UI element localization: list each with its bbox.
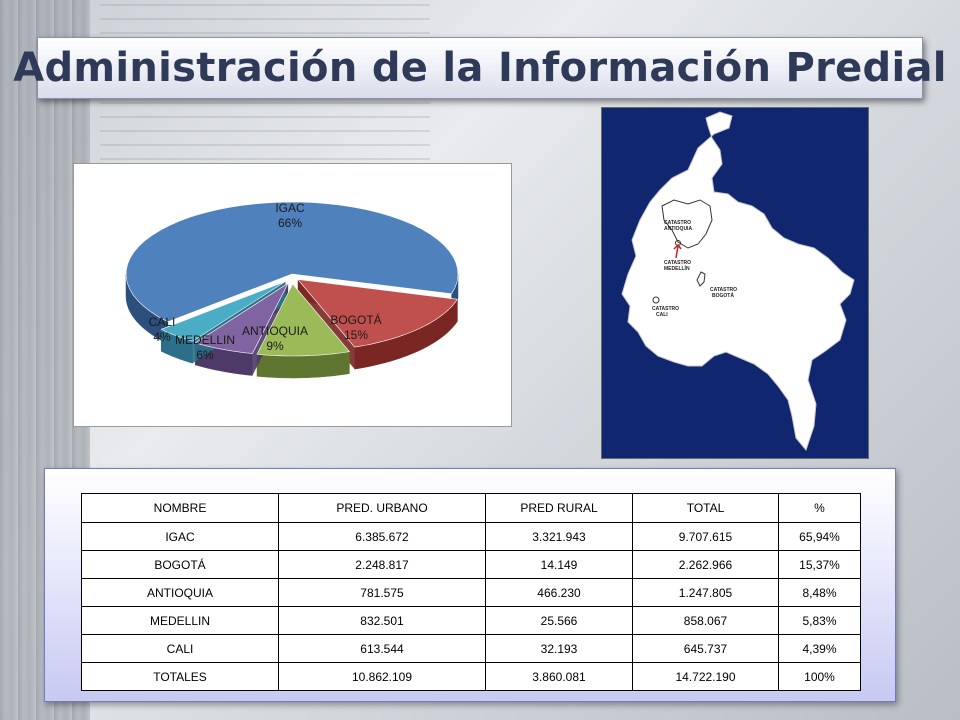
table-row: CALI 613.544 32.193 645.737 4,39% <box>81 634 861 663</box>
pie-label-medellin: MEDELLIN <box>175 333 235 347</box>
header-cell: PRED RURAL <box>485 493 633 523</box>
map-svg: CATASTRO ANTIOQUIA CATASTRO MEDELLÍN CAT… <box>621 111 855 452</box>
table-row: ANTIOQUIA 781.575 466.230 1.247.805 8,48… <box>81 578 861 607</box>
cali-marker <box>652 296 660 304</box>
header-cell: % <box>778 493 861 523</box>
map-label-cali-1: CATASTRO <box>652 306 679 312</box>
pie-slice-cali <box>160 281 286 342</box>
pie-slice-medellin <box>194 282 289 354</box>
table-cell: BOGOTÁ <box>81 550 279 579</box>
pie-slice-antioquia <box>256 283 350 357</box>
medellin-arrow <box>673 243 682 259</box>
table-cell: 466.230 <box>485 578 633 607</box>
table-cell: 4,39% <box>778 634 861 663</box>
table-cell: 613.544 <box>278 634 486 663</box>
table-cell: 25.566 <box>485 606 633 635</box>
page-title: Administración de la Información Predial <box>13 45 947 91</box>
header-cell: TOTAL <box>632 493 779 523</box>
map-label-antioquia-2: ANTIOQUIA <box>664 226 692 232</box>
map-label-medellin-2: MEDELLÍN <box>664 264 690 272</box>
table-cell: TOTALES <box>81 662 279 691</box>
table-row: MEDELLIN 832.501 25.566 858.067 5,83% <box>81 606 861 635</box>
colombia-shape <box>621 111 855 452</box>
table-cell: 6.385.672 <box>278 522 486 551</box>
map-label-bogota-2: BOGOTÁ <box>712 292 734 299</box>
pie-value-antioquia: 9% <box>266 339 284 353</box>
table-row: BOGOTÁ 2.248.817 14.149 2.262.966 15,37% <box>81 550 861 579</box>
predial-table: NOMBRE PRED. URBANO PRED RURAL TOTAL % I… <box>81 493 861 691</box>
table-cell: 3.860.081 <box>485 662 633 691</box>
antioquia-outline <box>661 199 713 249</box>
table-cell: 645.737 <box>632 634 779 663</box>
title-banner: Administración de la Información Predial <box>13 37 947 99</box>
colombia-map: CATASTRO ANTIOQUIA CATASTRO MEDELLÍN CAT… <box>601 107 869 459</box>
table-cell: 32.193 <box>485 634 633 663</box>
map-label-cali-2: CALI <box>656 312 668 318</box>
table-cell: 8,48% <box>778 578 861 607</box>
pie-chart-frame: IGAC 66% BOGOTÁ 15% ANTIOQUIA 9% MEDELLIN 6% CAL… <box>73 163 512 427</box>
table-row: IGAC 6.385.672 3.321.943 9.707.615 65,94… <box>81 522 861 551</box>
table-cell: 1.247.805 <box>632 578 779 607</box>
header-cell: NOMBRE <box>81 493 279 523</box>
pie-label-bogotá: BOGOTÁ <box>330 312 381 327</box>
pie-label-igac: IGAC <box>275 201 305 215</box>
pie-tops <box>125 201 459 357</box>
pie-label-antioquia: ANTIOQUIA <box>242 324 308 338</box>
table-cell: 10.862.109 <box>278 662 486 691</box>
pie-value-bogotá: 15% <box>344 328 368 342</box>
table-cell: IGAC <box>81 522 279 551</box>
pie-slice-bogotá <box>297 279 458 348</box>
pie-slice-igac <box>125 201 459 323</box>
table-cell: CALI <box>81 634 279 663</box>
table-cell: ANTIOQUIA <box>81 578 279 607</box>
table-cell: 832.501 <box>278 606 486 635</box>
pie-label-cali: CALI <box>149 315 176 329</box>
table-panel: NOMBRE PRED. URBANO PRED RURAL TOTAL % I… <box>44 468 896 702</box>
table-cell: 65,94% <box>778 522 861 551</box>
pie-value-medellin: 6% <box>196 348 214 362</box>
table-cell: 781.575 <box>278 578 486 607</box>
header-cell: PRED. URBANO <box>278 493 486 523</box>
table-cell: 5,83% <box>778 606 861 635</box>
table-cell: 100% <box>778 662 861 691</box>
table-cell: 15,37% <box>778 550 861 579</box>
table-cell: 3.321.943 <box>485 522 633 551</box>
map-label-antioquia-1: CATASTRO <box>664 220 691 226</box>
pie-value-igac: 66% <box>278 216 302 230</box>
bogota-outline <box>696 271 706 287</box>
table-cell: 2.248.817 <box>278 550 486 579</box>
table-cell: MEDELLIN <box>81 606 279 635</box>
table-cell: 14.722.190 <box>632 662 779 691</box>
table-cell: 2.262.966 <box>632 550 779 579</box>
table-header-row: NOMBRE PRED. URBANO PRED RURAL TOTAL % <box>81 493 861 523</box>
pie-value-cali: 4% <box>153 330 171 344</box>
table-cell: 14.149 <box>485 550 633 579</box>
table-cell: 858.067 <box>632 606 779 635</box>
map-label-medellin-1: CATASTRO <box>664 260 691 266</box>
table-cell: 9.707.615 <box>632 522 779 551</box>
table-row: TOTALES 10.862.109 3.860.081 14.722.190 … <box>81 662 861 691</box>
map-label-bogota-1: CATASTRO <box>710 287 737 293</box>
